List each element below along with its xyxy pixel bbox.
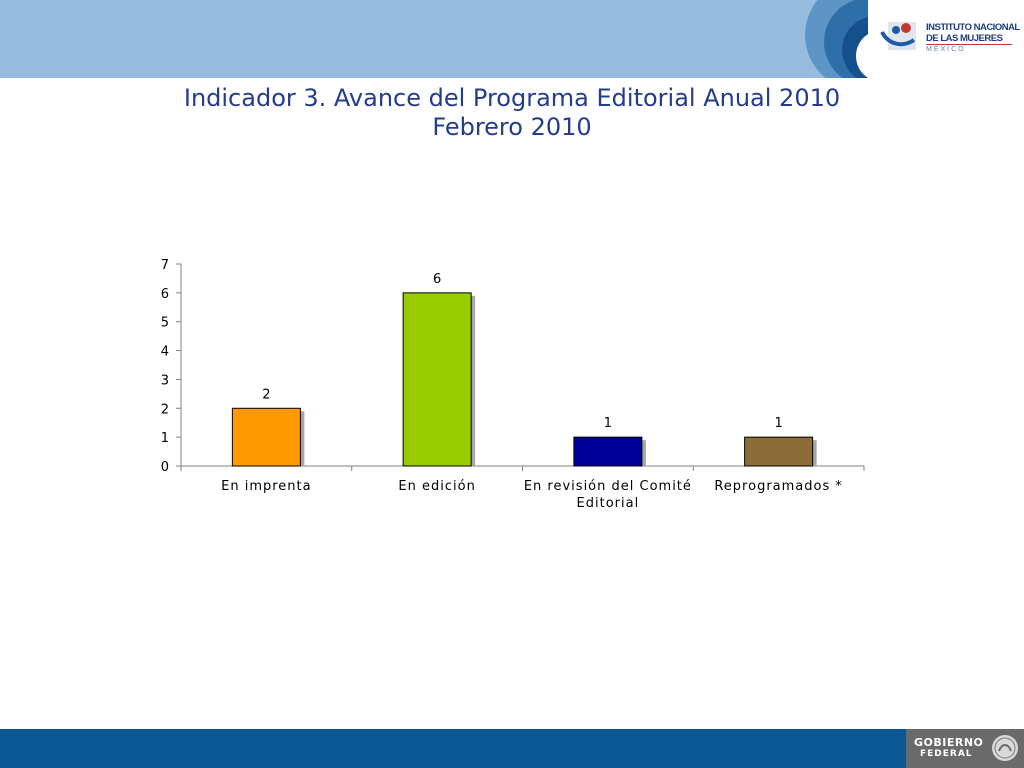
- logo-divider: [926, 44, 1012, 45]
- bar: [231, 407, 301, 467]
- slide-title: Indicador 3. Avance del Programa Editori…: [0, 84, 1024, 142]
- footer-band: [0, 729, 1024, 768]
- y-tick-label: 0: [161, 460, 169, 475]
- decorative-circles: [805, 0, 880, 78]
- gobierno-text: GOBIERNO: [914, 736, 984, 749]
- gobierno-federal-logo: GOBIERNO FEDERAL: [906, 729, 1024, 768]
- inmujeres-logo-icon: [880, 22, 916, 50]
- data-label: 1: [774, 416, 782, 431]
- x-tick-label: En revisión del Comité: [524, 479, 692, 494]
- x-tick-label: Reprogramados *: [714, 479, 843, 494]
- bar: [402, 292, 472, 467]
- inmujeres-logo: INSTITUTO NACIONAL DE LAS MUJERES MÉXICO: [868, 0, 1024, 78]
- y-tick-label: 2: [161, 402, 169, 417]
- data-label: 1: [604, 416, 612, 431]
- data-label: 6: [433, 272, 441, 287]
- logo-text-line2: DE LAS MUJERES: [926, 33, 1003, 44]
- y-tick-label: 3: [161, 373, 169, 388]
- x-tick-label: En imprenta: [221, 479, 311, 494]
- bar: [573, 436, 643, 467]
- logo-text-line3: MÉXICO: [926, 46, 966, 53]
- y-tick-label: 4: [161, 345, 169, 360]
- title-line2: Febrero 2010: [432, 113, 592, 141]
- mexican-eagle-seal-icon: [992, 735, 1018, 761]
- federal-text: FEDERAL: [920, 749, 973, 759]
- data-label: 2: [262, 387, 270, 402]
- y-tick-label: 5: [161, 316, 169, 331]
- x-tick-label: Editorial: [577, 496, 640, 511]
- x-tick-label: En edición: [398, 479, 475, 494]
- bar: [744, 436, 814, 467]
- title-line1: Indicador 3. Avance del Programa Editori…: [183, 84, 841, 112]
- bar-chart: 0 1 2 3 4 5 6 7 2 En imprenta 6 En edición 1 En revis…: [161, 258, 865, 511]
- logo-text-line1: INSTITUTO NACIONAL: [926, 22, 1020, 33]
- y-tick-label: 6: [161, 287, 169, 302]
- y-tick-label: 7: [161, 258, 169, 273]
- y-tick-label: 1: [161, 431, 169, 446]
